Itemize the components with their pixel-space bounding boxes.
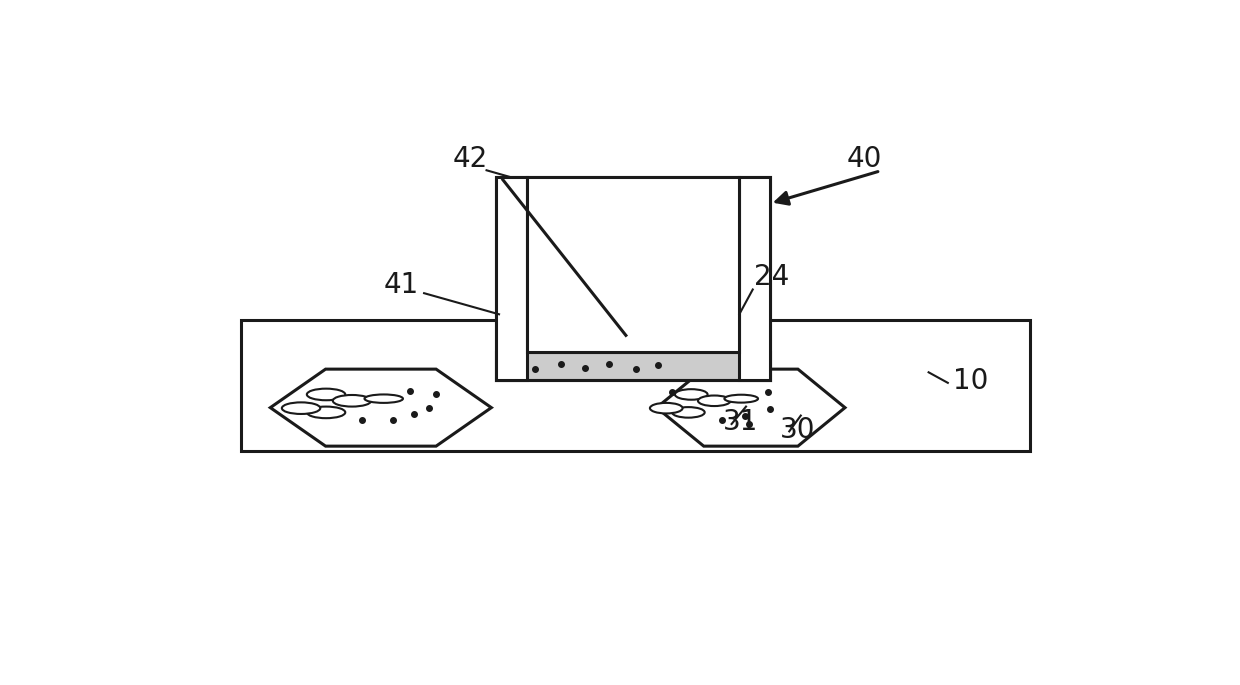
Ellipse shape <box>306 407 345 418</box>
Text: 10: 10 <box>952 367 988 395</box>
Text: 31: 31 <box>723 408 759 436</box>
Ellipse shape <box>672 407 704 418</box>
Ellipse shape <box>724 395 758 403</box>
Bar <box>242 319 1029 451</box>
Bar <box>739 177 770 380</box>
Text: 42: 42 <box>453 145 489 173</box>
Text: 40: 40 <box>847 145 883 173</box>
Text: 41: 41 <box>383 271 419 299</box>
Ellipse shape <box>365 395 403 403</box>
Ellipse shape <box>698 395 730 406</box>
Bar <box>496 177 770 380</box>
Ellipse shape <box>306 388 345 400</box>
Ellipse shape <box>675 389 708 400</box>
Bar <box>496 351 770 380</box>
Ellipse shape <box>281 402 320 414</box>
Ellipse shape <box>332 395 371 407</box>
Text: 30: 30 <box>780 416 815 445</box>
Polygon shape <box>657 369 844 446</box>
Ellipse shape <box>650 403 682 414</box>
Bar <box>496 177 527 380</box>
Polygon shape <box>270 369 491 446</box>
Bar <box>527 177 739 351</box>
Text: 24: 24 <box>754 263 789 291</box>
